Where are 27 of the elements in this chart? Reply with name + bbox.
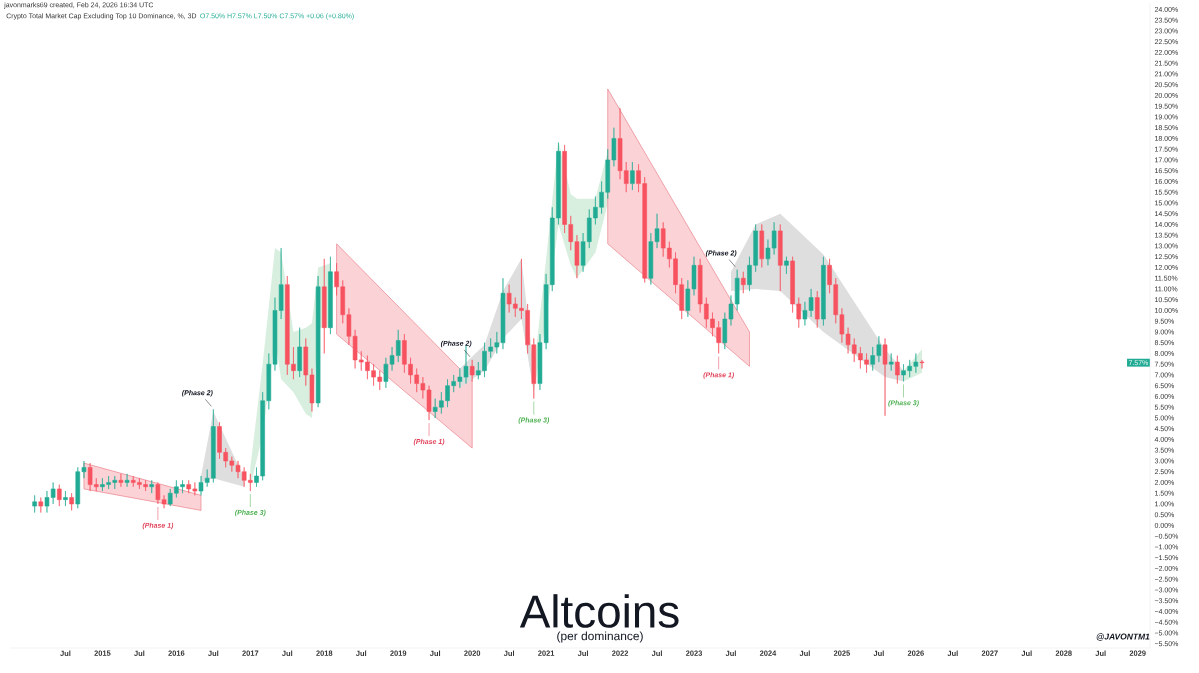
- candlestick: [38, 497, 44, 513]
- candlestick: [322, 258, 327, 354]
- candlestick: [888, 353, 894, 371]
- annotation: @JAVONTM1: [1096, 633, 1150, 641]
- text: (per dominance): [557, 631, 643, 643]
- candlestick: [297, 327, 302, 378]
- candlestick: [124, 473, 130, 488]
- candlestick: [630, 161, 635, 191]
- candlestick: [784, 256, 789, 275]
- candlestick: [315, 275, 321, 408]
- candlestick: [63, 490, 68, 507]
- candlestick: [882, 338, 888, 417]
- candlestick: [895, 355, 900, 384]
- candlestick: [821, 256, 826, 326]
- candlestick: [57, 484, 62, 507]
- candlestick: [814, 290, 820, 328]
- candlestick: [149, 480, 154, 494]
- candlestick: [32, 495, 37, 513]
- candlestick: [919, 359, 925, 369]
- candlestick: [759, 224, 765, 268]
- text: Altcoins: [519, 594, 679, 628]
- candlestick: [118, 473, 124, 488]
- candlestick: [778, 224, 783, 292]
- candlestick: [328, 256, 333, 335]
- candlestick: [741, 271, 746, 294]
- candlestick: [469, 359, 475, 382]
- candlestick: [69, 492, 74, 511]
